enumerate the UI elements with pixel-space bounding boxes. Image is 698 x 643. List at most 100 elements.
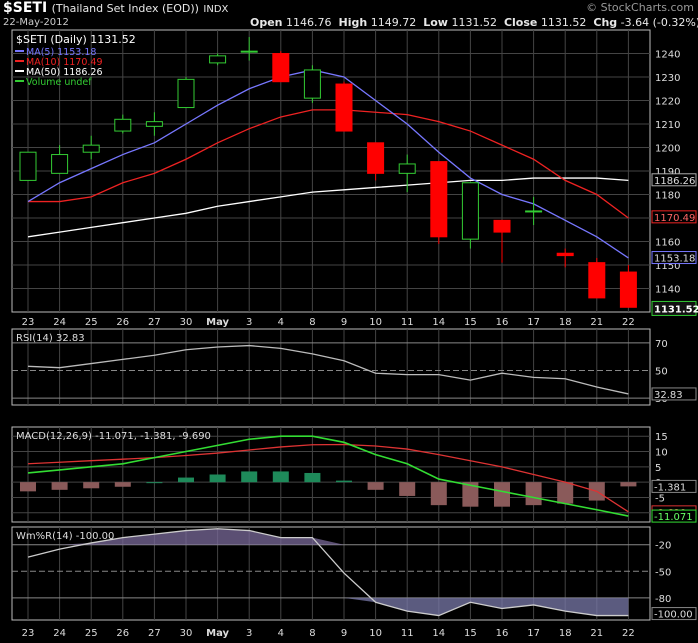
wmr-y-tick: -50 — [655, 567, 671, 578]
candle-body — [114, 118, 132, 132]
price-y-tick: 1140 — [655, 285, 680, 296]
bottom-x-axis-label: 8 — [309, 628, 315, 639]
x-axis-label: 4 — [278, 317, 284, 328]
macd-hist-bar — [304, 472, 321, 483]
index-name: (Thailand Set Index (EOD)) — [51, 2, 199, 15]
price-legend-item: Volume undef — [26, 77, 92, 88]
watermark: © StockCharts.com — [586, 1, 694, 14]
bottom-x-axis-label: 9 — [341, 628, 347, 639]
candle-body — [177, 78, 195, 109]
x-axis-label: 15 — [464, 317, 477, 328]
macd-y-tick: 5 — [655, 463, 661, 474]
close-value-tag: 1131.52 — [654, 304, 698, 315]
rsi-value-tag: 32.83 — [654, 390, 683, 401]
x-axis-label: 11 — [401, 317, 414, 328]
x-axis-label: 25 — [85, 317, 98, 328]
macd-value-tag-box — [651, 509, 697, 523]
high-label: High — [338, 16, 368, 29]
ma5-line — [27, 69, 629, 259]
x-axis-label: 18 — [559, 317, 572, 328]
quote-line: Open 1146.76 High 1149.72 Low 1131.52 Cl… — [250, 16, 698, 29]
macd-panel — [11, 426, 651, 523]
bottom-x-axis-label: 27 — [148, 628, 161, 639]
price-y-tick: 1230 — [655, 73, 680, 84]
wmr-oversold-fill — [28, 597, 629, 616]
candle-body — [240, 50, 258, 53]
price-legend-item: MA(50) 1186.26 — [26, 67, 103, 78]
open-value: 1146.76 — [286, 16, 332, 29]
price-y-tick: 1190 — [655, 167, 680, 178]
ma10-value-tag-box — [651, 210, 697, 224]
macd-hist-bar — [114, 482, 131, 487]
candle-body — [367, 142, 385, 174]
close-label: Close — [503, 16, 538, 29]
candle-body — [335, 83, 353, 132]
price-legend-item: MA(5) 1153.18 — [26, 47, 96, 58]
price-legend-item: MA(10) 1170.49 — [26, 57, 103, 68]
macd-hist-bar — [20, 482, 36, 492]
x-axis-label: 17 — [527, 317, 540, 328]
price-y-tick: 1220 — [655, 97, 680, 108]
macd-hist-tag-box — [651, 479, 697, 493]
macd-y-tick: 10 — [655, 448, 668, 459]
bottom-x-axis-label: 26 — [116, 628, 129, 639]
x-axis-label: 16 — [496, 317, 509, 328]
wmr-value-tag-box — [651, 607, 697, 621]
x-axis-label: May — [206, 317, 229, 328]
x-axis-label: 30 — [180, 317, 193, 328]
rsi-y-tick: 70 — [655, 339, 668, 350]
x-axis-label: 23 — [22, 317, 35, 328]
macd-hist-bar — [462, 482, 479, 507]
x-axis-label: 26 — [116, 317, 129, 328]
macd-value-tag: -11.071 — [654, 512, 693, 523]
price-y-tick: 1180 — [655, 191, 680, 202]
rsi-legend-title: RSI(14) 32.83 — [16, 333, 85, 344]
bottom-x-axis-label: 14 — [432, 628, 445, 639]
chg-value: -3.64 (-0.32%) — [620, 16, 698, 29]
price-y-tick: 1150 — [655, 261, 680, 272]
close-value-box — [651, 300, 697, 316]
wmr-legend-title: Wm%R(14) -100.00 — [16, 531, 114, 542]
wmr-line — [27, 528, 629, 617]
macd-hist-bar — [620, 482, 637, 487]
candle-body — [209, 55, 227, 64]
wmr-value-tag: -100.00 — [654, 610, 693, 621]
bottom-x-axis-label: 16 — [496, 628, 509, 639]
candle-body — [525, 210, 543, 213]
rsi-value-tag-box — [651, 387, 697, 401]
bottom-x-axis-label: 15 — [464, 628, 477, 639]
bottom-x-axis-label: 18 — [559, 628, 572, 639]
bottom-x-axis-label: 22 — [622, 628, 635, 639]
x-axis-label: 21 — [590, 317, 603, 328]
candle-body — [619, 271, 637, 308]
price-y-tick: 1240 — [655, 50, 680, 61]
macd-hist-bar — [51, 482, 68, 490]
macd-line — [27, 435, 629, 517]
bottom-x-axis-label: 24 — [53, 628, 66, 639]
open-label: Open — [250, 16, 283, 29]
bottom-x-axis-label: 11 — [401, 628, 414, 639]
macd-legend-title: MACD(12,26,9) -11.071, -1.381, -9.690 — [16, 431, 211, 442]
macd-hist-tag: -1.381 — [654, 482, 686, 493]
candle-body — [82, 144, 100, 153]
wmr-y-tick: -80 — [655, 594, 671, 605]
low-value: 1131.52 — [451, 16, 497, 29]
ma10-value-tag: 1170.49 — [654, 213, 695, 224]
macd-hist-bar — [146, 482, 163, 484]
candle-body — [51, 154, 69, 174]
exchange-label: INDX — [203, 4, 229, 15]
bottom-x-axis-label: 3 — [246, 628, 252, 639]
candle-body — [272, 53, 290, 83]
date-label: 22-May-2012 — [3, 17, 69, 28]
candle-body — [398, 163, 416, 174]
macd-hist-bar — [241, 471, 258, 483]
chart-title: $SETI (Thailand Set Index (EOD)) INDX — [3, 0, 228, 16]
rsi-line — [27, 344, 629, 395]
x-axis-label: 14 — [432, 317, 445, 328]
macd-hist-bar — [209, 474, 226, 483]
x-axis-label: 24 — [53, 317, 66, 328]
macd-y-tick: 15 — [655, 432, 668, 443]
macd-signal-line — [27, 443, 629, 513]
macd-y-tick: -5 — [655, 493, 665, 504]
